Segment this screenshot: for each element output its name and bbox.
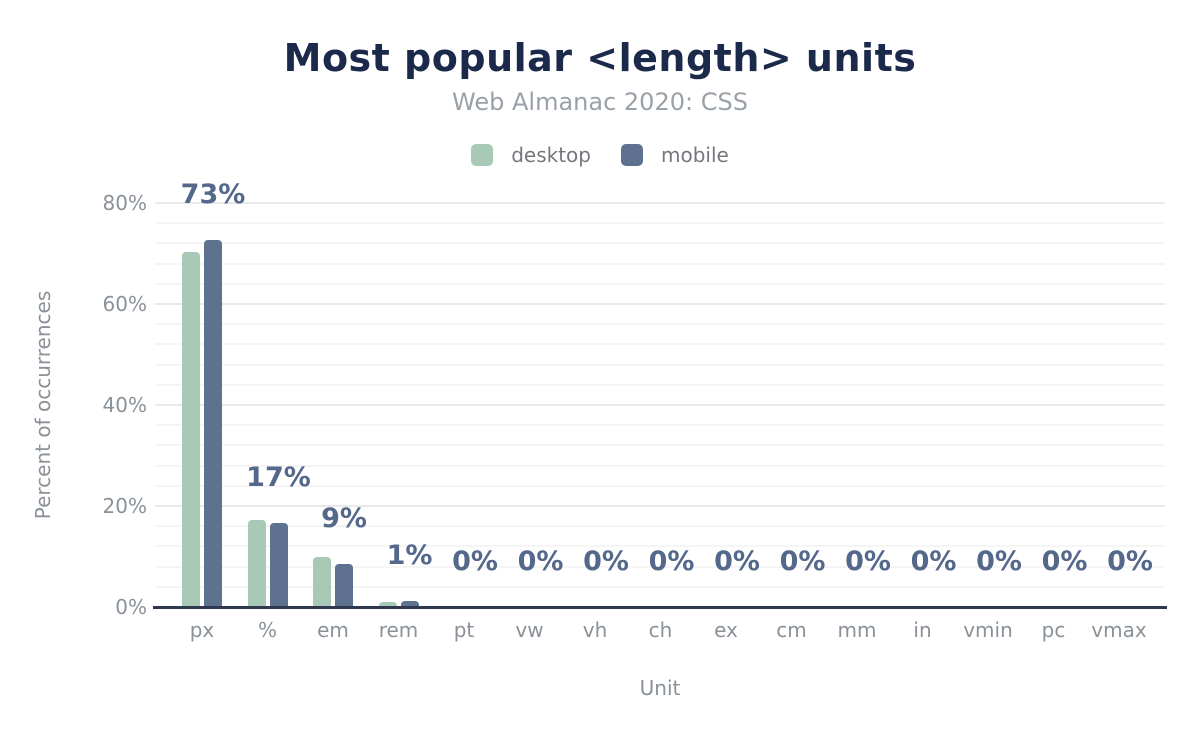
- gridline-minor: [155, 262, 1165, 265]
- bar-value-label-in: 0%: [910, 546, 957, 577]
- bar-value-label-vmin: 0%: [976, 546, 1022, 577]
- x-tick-label-in: in: [913, 618, 932, 642]
- bar-value-label-rem: 1%: [386, 539, 433, 571]
- bar-value-label-em: 9%: [321, 503, 367, 535]
- x-tick-label-ex: ex: [714, 618, 738, 642]
- gridline-minor: [155, 222, 1165, 225]
- legend-label-mobile: mobile: [660, 143, 729, 167]
- x-tick-label-mm: mm: [837, 618, 877, 642]
- gridline-minor: [155, 242, 1165, 245]
- bar-value-label-ex: 0%: [714, 546, 760, 577]
- legend: desktop mobile: [0, 143, 1200, 167]
- bar-mobile-rem[interactable]: [400, 600, 419, 607]
- bar-value-label-mm: 0%: [845, 546, 891, 577]
- bar-mobile-em[interactable]: [335, 564, 353, 607]
- bar-mobile-px[interactable]: [204, 240, 222, 607]
- x-axis-title: Unit: [639, 676, 681, 700]
- gridline-minor: [155, 545, 1165, 548]
- bar-mobile-%[interactable]: [269, 523, 288, 607]
- y-axis-title: Percent of occurrences: [31, 290, 55, 520]
- x-tick-label-pt: pt: [453, 618, 475, 642]
- gridline-minor: [155, 343, 1165, 346]
- legend-label-desktop: desktop: [511, 143, 591, 167]
- gridline-minor: [155, 585, 1165, 588]
- gridline-major: [155, 404, 1165, 406]
- gridline-minor: [155, 444, 1165, 447]
- y-tick-label: 60%: [102, 292, 147, 316]
- legend-swatch-mobile-icon: [620, 144, 643, 166]
- legend-swatch-desktop-icon: [471, 144, 494, 166]
- bar-value-label-pc: 0%: [1041, 546, 1088, 577]
- gridline-minor: [155, 565, 1165, 568]
- gridline-minor: [155, 282, 1165, 285]
- bar-value-label-pt: 0%: [452, 546, 498, 577]
- x-tick-label-px: px: [189, 618, 215, 642]
- x-tick-label-vmax: vmax: [1091, 618, 1147, 642]
- gridline-minor: [155, 424, 1165, 427]
- bar-desktop-px[interactable]: [182, 251, 200, 607]
- bar-value-label-vmax: 0%: [1107, 546, 1153, 577]
- y-tick-label: 80%: [102, 191, 147, 215]
- gridline-minor: [155, 464, 1165, 467]
- y-tick-label: 20%: [102, 494, 147, 518]
- bar-value-label-vh: 0%: [583, 546, 629, 577]
- x-tick-label-vw: vw: [515, 618, 544, 642]
- bar-desktop-em[interactable]: [313, 557, 331, 607]
- bar-desktop-rem[interactable]: [378, 601, 397, 607]
- bar-value-label-%: 17%: [246, 462, 311, 494]
- y-tick-label: 40%: [102, 393, 147, 417]
- chart-title: Most popular <length> units: [283, 36, 917, 80]
- gridline-major: [155, 202, 1165, 204]
- legend-item-desktop[interactable]: desktop: [471, 143, 591, 167]
- x-tick-label-pc: pc: [1041, 618, 1066, 642]
- gridline-minor: [155, 363, 1165, 366]
- gridline-minor: [155, 484, 1165, 487]
- bar-value-label-ch: 0%: [648, 546, 695, 577]
- x-axis-line: [153, 606, 1167, 609]
- x-tick-label-%: %: [257, 618, 278, 642]
- gridline-minor: [155, 383, 1165, 386]
- x-tick-label-cm: cm: [776, 618, 807, 642]
- gridline-minor: [155, 525, 1165, 528]
- x-tick-label-vh: vh: [582, 618, 608, 642]
- x-tick-label-em: em: [317, 618, 349, 642]
- gridline-major: [155, 303, 1165, 305]
- legend-item-mobile[interactable]: mobile: [620, 143, 729, 167]
- bar-value-label-cm: 0%: [779, 546, 826, 577]
- y-tick-label: 0%: [115, 595, 147, 619]
- gridline-minor: [155, 323, 1165, 326]
- x-tick-label-rem: rem: [378, 618, 419, 642]
- chart-subtitle: Web Almanac 2020: CSS: [452, 88, 748, 116]
- bar-value-label-px: 73%: [180, 179, 246, 211]
- bar-desktop-%[interactable]: [247, 520, 266, 607]
- x-tick-label-vmin: vmin: [963, 618, 1013, 642]
- x-tick-label-ch: ch: [648, 618, 673, 642]
- gridline-major: [155, 505, 1165, 507]
- bar-value-label-vw: 0%: [517, 546, 564, 577]
